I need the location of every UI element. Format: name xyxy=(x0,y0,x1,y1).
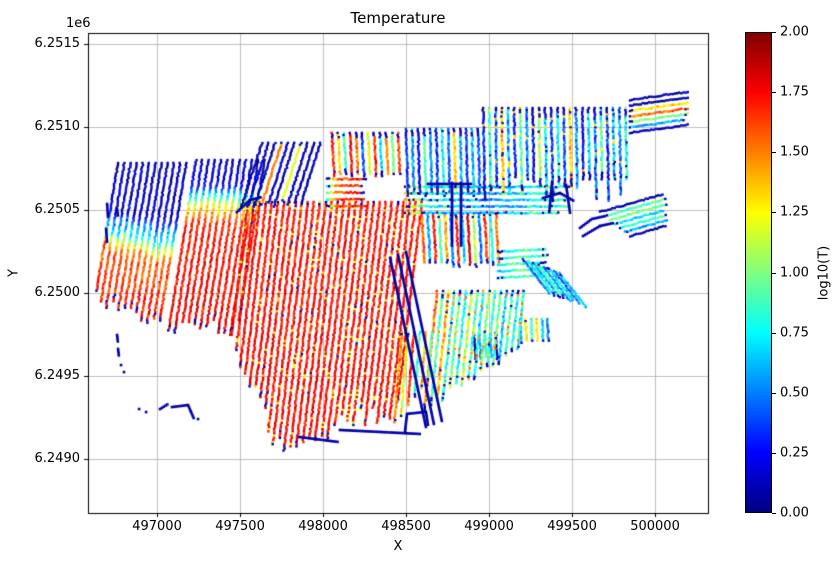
colorbar-tick-label: 2.00 xyxy=(780,24,809,40)
y-tick-label: 6.2510 xyxy=(34,118,81,134)
colorbar-tick-label: 0.50 xyxy=(780,385,809,401)
colorbar-label: log10(T) xyxy=(816,245,832,301)
colorbar-tick-mark xyxy=(772,332,776,334)
x-tick-label: 498500 xyxy=(381,519,431,534)
colorbar-tick-label: 0.75 xyxy=(780,325,809,341)
colorbar-tick-label: 1.50 xyxy=(780,144,809,160)
colorbar-tick-mark xyxy=(772,212,776,214)
y-tick-label: 6.2500 xyxy=(34,285,81,300)
colorbar-tick-label: 1.00 xyxy=(780,265,809,280)
x-axis-label: X xyxy=(393,539,403,554)
colorbar xyxy=(745,32,772,513)
x-tick-label: 497500 xyxy=(215,519,265,534)
y-tick-label: 6.2495 xyxy=(34,368,81,384)
colorbar-tick-label: 0.00 xyxy=(780,505,809,521)
x-tick-label: 497000 xyxy=(132,519,182,534)
colorbar-tick-label: 1.25 xyxy=(780,204,809,220)
x-tick-label: 499500 xyxy=(547,519,597,534)
colorbar-tick-mark xyxy=(772,392,776,394)
colorbar-tick-mark xyxy=(772,513,776,514)
colorbar-tick-label: 1.75 xyxy=(780,84,809,100)
colorbar-tick-label: 0.25 xyxy=(780,445,809,461)
x-tick-label: 499000 xyxy=(464,519,514,534)
colorbar-tick-mark xyxy=(772,32,776,33)
y-axis-label: Y xyxy=(6,269,22,277)
y-tick-label: 6.2505 xyxy=(34,201,81,217)
x-tick-label: 500000 xyxy=(630,519,680,534)
y-tick-label: 6.2515 xyxy=(34,35,81,51)
colorbar-tick-mark xyxy=(772,272,776,274)
x-tick-label: 498000 xyxy=(298,519,348,534)
colorbar-tick-mark xyxy=(772,152,776,154)
y-tick-label: 6.2490 xyxy=(34,451,81,467)
colorbar-tick-mark xyxy=(772,452,776,454)
y-axis-offset-text: 1e6 xyxy=(66,16,91,31)
plot-title: Temperature xyxy=(350,9,446,27)
colorbar-tick-mark xyxy=(772,92,776,94)
